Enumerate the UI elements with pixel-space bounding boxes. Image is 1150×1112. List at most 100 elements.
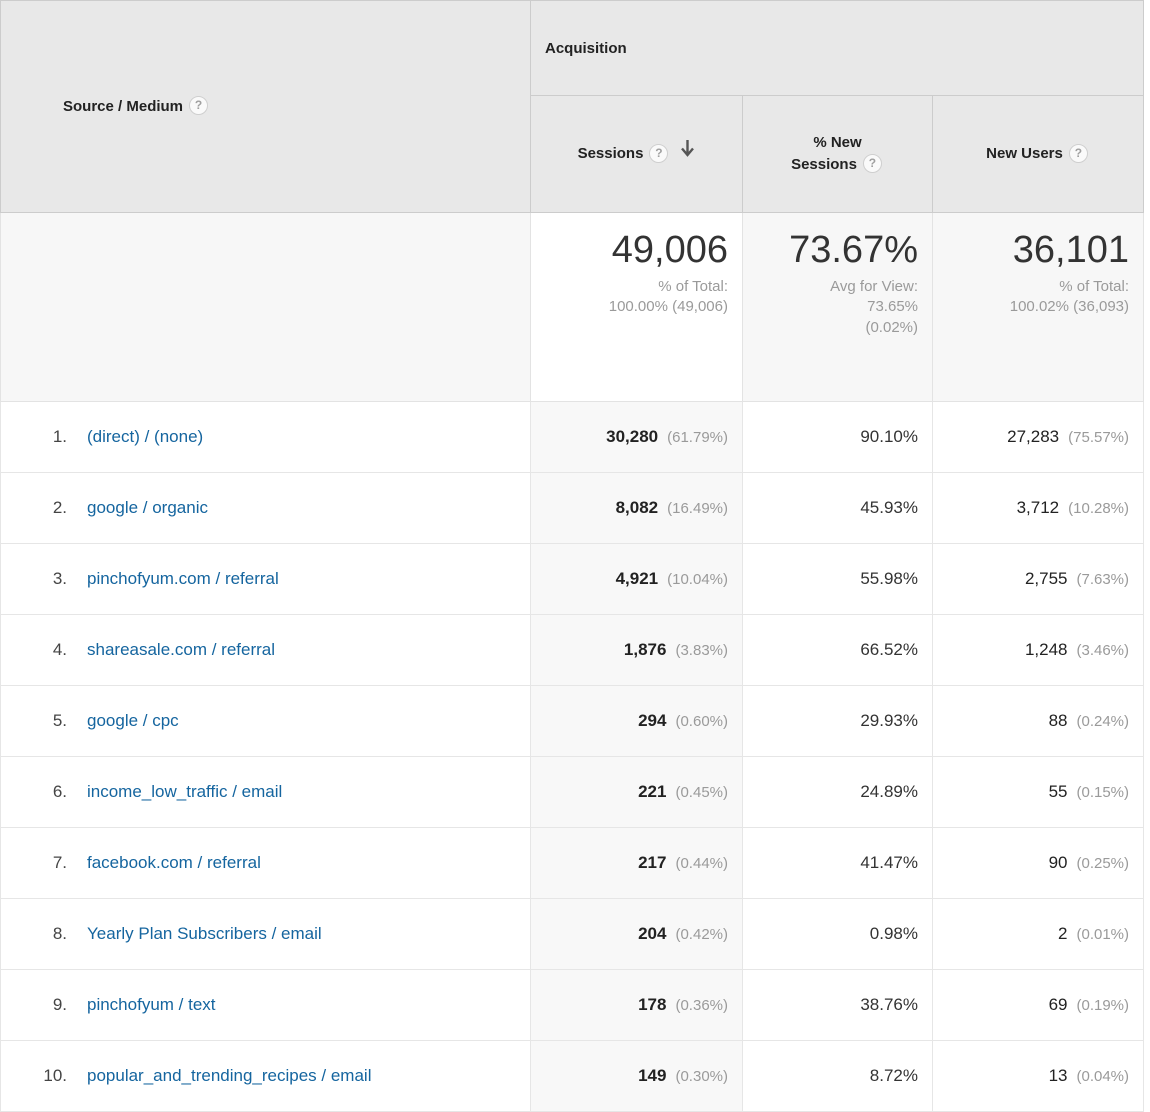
- sessions-percent: (0.42%): [675, 926, 728, 943]
- help-icon[interactable]: ?: [649, 143, 669, 163]
- cell-source-medium: 2. google / organic: [0, 472, 531, 544]
- cell-sessions: 217 (0.44%): [530, 827, 743, 899]
- row-index: 8.: [52, 924, 67, 943]
- row-index: 9.: [52, 995, 67, 1014]
- new-users-value: 3,712: [1016, 498, 1060, 517]
- cell-sessions: 1,876 (3.83%): [530, 614, 743, 686]
- sessions-percent: (3.83%): [675, 642, 728, 659]
- header-group-row: Source / Medium? Acquisition: [0, 0, 1145, 213]
- sessions-value: 204: [638, 924, 667, 943]
- header-metric-row: Sessions? % New Sessions? New Users?: [1, 95, 1145, 213]
- table-row: 8. Yearly Plan Subscribers / email 204 (0.4…: [0, 898, 1145, 970]
- pct-new-sessions-label-line1: % New: [813, 134, 862, 152]
- summary-row: 49,006 % of Total: 100.00% (49,006) 73.6…: [0, 212, 1145, 402]
- new-users-percent: (10.28%): [1068, 500, 1130, 517]
- column-header-sessions[interactable]: Sessions?: [530, 95, 743, 213]
- sort-descending-arrow-icon[interactable]: [680, 140, 695, 166]
- cell-sessions: 149 (0.30%): [530, 1040, 743, 1112]
- source-medium-link[interactable]: pinchofyum.com / referral: [87, 568, 279, 588]
- source-medium-link[interactable]: Yearly Plan Subscribers / email: [87, 923, 322, 943]
- source-medium-link[interactable]: popular_and_trending_recipes / email: [87, 1065, 372, 1085]
- pct-new-sessions-value: 0.98%: [869, 924, 918, 943]
- sessions-value: 149: [638, 1066, 667, 1085]
- summary-sessions-sub1: % of Total:: [658, 278, 728, 295]
- summary-new-users-cell: 36,101 % of Total: 100.02% (36,093): [931, 212, 1145, 402]
- acquisition-label: Acquisition: [545, 39, 627, 57]
- cell-new-users: 90 (0.25%): [931, 827, 1145, 899]
- pct-new-sessions-value: 8.72%: [869, 1066, 918, 1085]
- summary-new-users-value: 36,101: [1012, 229, 1130, 271]
- cell-source-medium: 3. pinchofyum.com / referral: [0, 543, 531, 615]
- sessions-value: 30,280: [606, 427, 659, 446]
- new-users-value: 2,755: [1024, 569, 1068, 588]
- column-header-source-medium[interactable]: Source / Medium?: [0, 0, 531, 213]
- source-medium-link[interactable]: shareasale.com / referral: [87, 639, 276, 659]
- help-icon[interactable]: ?: [1068, 143, 1088, 163]
- column-header-new-users[interactable]: New Users?: [931, 95, 1145, 213]
- new-users-percent: (0.25%): [1076, 855, 1130, 872]
- source-medium-link[interactable]: pinchofyum / text: [87, 994, 216, 1014]
- sessions-percent: (10.04%): [667, 571, 728, 588]
- cell-sessions: 4,921 (10.04%): [530, 543, 743, 615]
- source-medium-link[interactable]: (direct) / (none): [87, 426, 204, 446]
- sessions-value: 294: [638, 711, 667, 730]
- row-index: 10.: [43, 1066, 67, 1085]
- cell-source-medium: 7. facebook.com / referral: [0, 827, 531, 899]
- cell-sessions: 8,082 (16.49%): [530, 472, 743, 544]
- column-group-acquisition: Acquisition: [529, 0, 1145, 96]
- table-body: 1. (direct) / (none) 30,280 (61.79%) 90.10% 2…: [0, 401, 1145, 1112]
- cell-new-users: 69 (0.19%): [931, 969, 1145, 1041]
- source-medium-link[interactable]: google / organic: [87, 497, 208, 517]
- source-medium-link[interactable]: facebook.com / referral: [87, 852, 261, 872]
- pct-new-sessions-value: 45.93%: [860, 498, 918, 517]
- cell-new-users: 1,248 (3.46%): [931, 614, 1145, 686]
- new-users-value: 27,283: [1007, 427, 1060, 446]
- summary-pct-new-sessions-cell: 73.67% Avg for View: 73.65% (0.02%): [742, 212, 933, 402]
- cell-sessions: 294 (0.60%): [530, 685, 743, 757]
- help-icon[interactable]: ?: [862, 154, 882, 174]
- summary-new-users-sub1: % of Total:: [1059, 278, 1130, 295]
- new-users-value: 1,248: [1024, 640, 1068, 659]
- sessions-value: 217: [638, 853, 667, 872]
- pct-new-sessions-value: 38.76%: [860, 995, 918, 1014]
- summary-pct-new-sessions-sub1: Avg for View:: [830, 278, 918, 295]
- new-users-label: New Users: [986, 145, 1063, 163]
- new-users-value: 69: [1048, 995, 1068, 1014]
- cell-sessions: 221 (0.45%): [530, 756, 743, 828]
- pct-new-sessions-value: 41.47%: [860, 853, 918, 872]
- sessions-value: 178: [638, 995, 667, 1014]
- sessions-percent: (0.45%): [675, 784, 728, 801]
- table-row: 10. popular_and_trending_recipes / email 1…: [0, 1040, 1145, 1112]
- cell-pct-new-sessions: 66.52%: [742, 614, 933, 686]
- cell-source-medium: 9. pinchofyum / text: [0, 969, 531, 1041]
- sessions-value: 221: [638, 782, 667, 801]
- cell-source-medium: 1. (direct) / (none): [0, 401, 531, 473]
- sessions-percent: (0.30%): [675, 1068, 728, 1085]
- new-users-value: 13: [1048, 1066, 1068, 1085]
- table-row: 2. google / organic 8,082 (16.49%) 45.93% 3,7…: [0, 472, 1145, 544]
- summary-new-users-sub2: 100.02% (36,093): [1009, 298, 1130, 316]
- cell-pct-new-sessions: 29.93%: [742, 685, 933, 757]
- table-row: 9. pinchofyum / text 178 (0.36%) 38.76% 69 (0.…: [0, 969, 1145, 1041]
- cell-source-medium: 8. Yearly Plan Subscribers / email: [0, 898, 531, 970]
- cell-pct-new-sessions: 0.98%: [742, 898, 933, 970]
- cell-pct-new-sessions: 41.47%: [742, 827, 933, 899]
- source-medium-label: Source / Medium: [63, 98, 184, 115]
- new-users-percent: (0.19%): [1076, 997, 1130, 1014]
- summary-pct-new-sessions-sub2: 73.65%: [867, 298, 918, 316]
- summary-pct-new-sessions-sub3: (0.02%): [865, 318, 918, 336]
- sessions-percent: (0.36%): [675, 997, 728, 1014]
- column-header-pct-new-sessions[interactable]: % New Sessions?: [742, 95, 933, 213]
- cell-sessions: 30,280 (61.79%): [530, 401, 743, 473]
- row-index: 4.: [52, 640, 67, 659]
- help-icon[interactable]: ?: [189, 96, 209, 115]
- source-medium-link[interactable]: google / cpc: [87, 710, 179, 730]
- source-medium-link[interactable]: income_low_traffic / email: [87, 781, 283, 801]
- new-users-percent: (0.04%): [1076, 1068, 1130, 1085]
- sessions-percent: (0.44%): [675, 855, 728, 872]
- table-row: 1. (direct) / (none) 30,280 (61.79%) 90.10% 2…: [0, 401, 1145, 473]
- cell-source-medium: 6. income_low_traffic / email: [0, 756, 531, 828]
- summary-section: 49,006 % of Total: 100.00% (49,006) 73.6…: [0, 212, 1145, 402]
- table-header: Source / Medium? Acquisition Sessions? %…: [0, 0, 1145, 213]
